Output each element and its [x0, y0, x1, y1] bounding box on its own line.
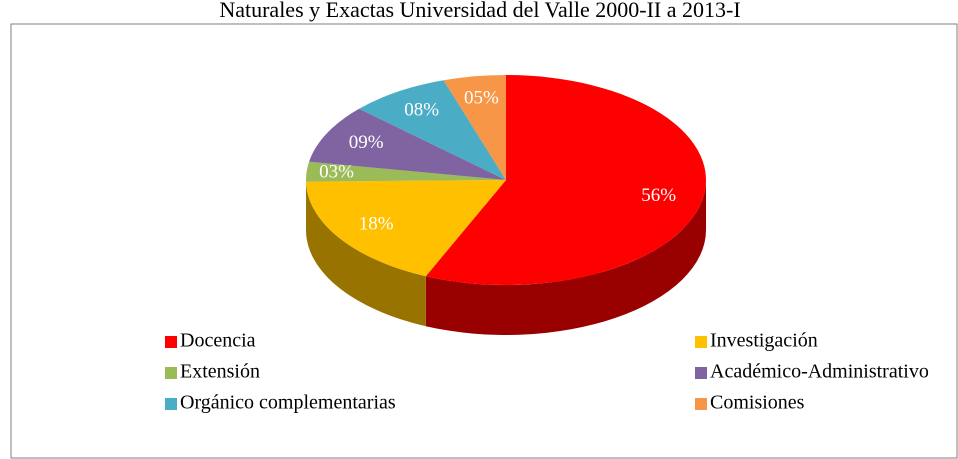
pie-slice-side	[306, 181, 426, 327]
pie-slice	[425, 75, 707, 285]
data-label: 56%	[641, 185, 676, 206]
legend-label: Académico-Administrativo	[710, 361, 929, 383]
data-label: 08%	[404, 99, 439, 120]
legend-label: Investigación	[710, 330, 818, 352]
legend-swatch	[165, 398, 177, 410]
legend-swatch	[165, 336, 177, 348]
pie-slice	[306, 180, 506, 277]
pie-slice	[443, 75, 506, 180]
legend-swatch	[695, 336, 707, 348]
pie-slice	[306, 161, 506, 182]
pie-slice	[359, 80, 506, 180]
legend-label: Comisiones	[710, 392, 805, 414]
legend-swatch	[165, 367, 177, 379]
legend-label: Docencia	[180, 330, 256, 352]
data-label: 09%	[349, 132, 384, 153]
legend-label: Extensión	[180, 361, 260, 383]
legend-swatch	[695, 367, 707, 379]
pie-slice	[309, 108, 506, 180]
pie-slice-side	[425, 180, 706, 335]
data-label: 18%	[359, 214, 394, 235]
chart-title: Naturales y Exactas Universidad del Vall…	[219, 0, 740, 22]
data-label: 05%	[464, 87, 499, 108]
legend-swatch	[695, 398, 707, 410]
data-label: 03%	[319, 161, 354, 182]
legend-label: Orgánico complementarias	[180, 392, 396, 414]
